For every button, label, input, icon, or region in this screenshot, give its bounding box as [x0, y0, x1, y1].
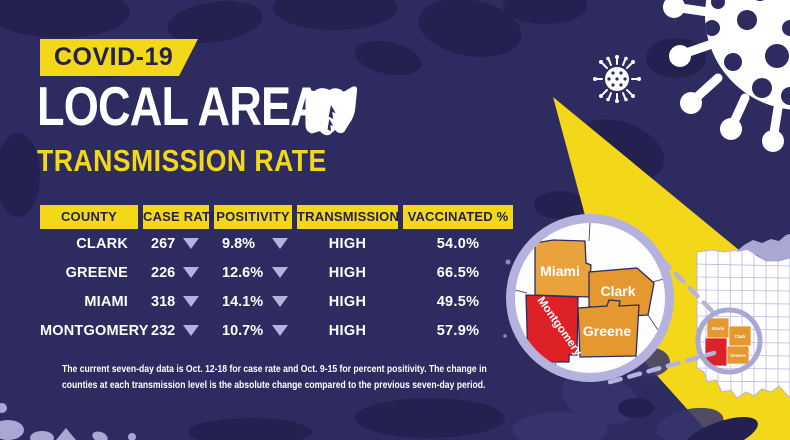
- lake-erie: [736, 234, 790, 261]
- splatter-dark-2: [618, 398, 758, 440]
- trend-down-icon: [272, 296, 288, 307]
- state-map-labels: Miami Clark Greene: [712, 326, 747, 358]
- case-rate-value: 267: [151, 235, 176, 252]
- table-row-montgomery: MONTGOMERY 232 10.7% HIGH 57.9%: [40, 316, 518, 345]
- footnote-line-2: counties at each transmission level is t…: [62, 379, 486, 391]
- connector-line-lower: [607, 350, 717, 385]
- state-map-highlight-ring: [695, 307, 763, 375]
- footnote-line-1: The current seven-day data is Oct. 12-18…: [62, 363, 487, 375]
- trend-down-icon: [183, 267, 200, 278]
- state-map-label-clark: Clark: [734, 334, 746, 339]
- transmission-level: HIGH: [328, 264, 367, 281]
- vaccinated-value: 49.5%: [436, 293, 480, 310]
- ohio-state-icon: [305, 86, 358, 136]
- magnifier-label-greene: Greene: [583, 323, 631, 339]
- virus-icon-small: [593, 55, 641, 103]
- case-rate-value: 232: [151, 322, 176, 339]
- state-highlight-counties: [704, 317, 752, 367]
- trend-down-icon: [183, 325, 200, 336]
- map-cursor-arrows: [327, 105, 336, 132]
- vaccinated-value: 66.5%: [436, 264, 480, 281]
- positivity-value: 9.8%: [222, 235, 256, 252]
- col-header-positivity: POSITIVITY: [214, 205, 292, 229]
- table-row-miami: MIAMI 318 14.1% HIGH 49.5%: [40, 287, 518, 316]
- trend-down-icon: [272, 325, 288, 336]
- magnifier-circle: Miami Clark Greene Montgomery: [506, 214, 674, 382]
- state-map-label-miami: Miami: [712, 326, 725, 331]
- col-header-vaccinated: VACCINATED %: [403, 205, 513, 229]
- transmission-level: HIGH: [328, 293, 367, 310]
- trend-down-icon: [272, 267, 288, 278]
- case-rate-value: 226: [151, 264, 176, 281]
- magnifier-county-greene: [577, 299, 640, 358]
- county-name: GREENE: [65, 264, 128, 281]
- trend-down-icon: [272, 238, 288, 249]
- magnifier-label-clark: Clark: [600, 283, 635, 299]
- page-subtitle: TRANSMISSION RATE: [37, 143, 327, 178]
- magnifier-label-miami: Miami: [540, 263, 580, 279]
- col-header-transmission: TRANSMISSION: [297, 205, 399, 229]
- county-name: MONTGOMERY: [40, 322, 149, 339]
- transmission-table: COUNTY CASE RATE POSITIVITY TRANSMISSION…: [40, 205, 518, 345]
- table-row-greene: GREENE 226 12.6% HIGH 66.5%: [40, 258, 518, 287]
- county-name: CLARK: [76, 235, 128, 252]
- ohio-state-map: Miami Clark Greene: [695, 234, 790, 399]
- state-map-label-greene: Greene: [730, 353, 746, 358]
- table-header-row: COUNTY CASE RATE POSITIVITY TRANSMISSION…: [40, 205, 518, 229]
- splatter-lavender: [0, 403, 136, 440]
- vaccinated-value: 57.9%: [436, 322, 480, 339]
- positivity-value: 12.6%: [222, 264, 264, 281]
- page-title: LOCAL AREA: [37, 75, 323, 137]
- positivity-value: 14.1%: [222, 293, 264, 310]
- vaccinated-value: 54.0%: [436, 235, 480, 252]
- trend-down-icon: [183, 238, 200, 249]
- trend-down-icon: [183, 296, 200, 307]
- data-footnote: The current seven-day data is Oct. 12-18…: [62, 361, 488, 393]
- col-header-case-rate: CASE RATE: [143, 205, 219, 229]
- virus-icon-large: [663, 0, 790, 152]
- transmission-level: HIGH: [328, 235, 367, 252]
- county-name: MIAMI: [84, 293, 128, 310]
- transmission-level: HIGH: [328, 322, 367, 339]
- table-row-clark: CLARK 267 9.8% HIGH 54.0%: [40, 229, 518, 258]
- positivity-value: 10.7%: [222, 322, 264, 339]
- col-header-county: COUNTY: [40, 205, 138, 229]
- covid-badge: COVID-19: [40, 39, 198, 76]
- case-rate-value: 318: [151, 293, 176, 310]
